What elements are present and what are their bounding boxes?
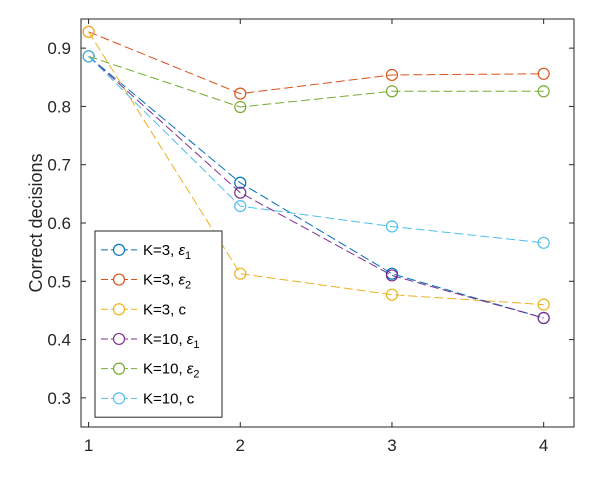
legend-label-symbol: ε — [187, 361, 194, 378]
y-tick-label: 0.8 — [47, 97, 71, 116]
legend-label-symbol: ε — [178, 242, 185, 259]
x-tick-label: 4 — [539, 436, 548, 455]
data-point — [537, 298, 550, 311]
legend-label-text: K=10, — [143, 361, 187, 378]
x-tick-label: 1 — [84, 436, 93, 455]
data-point — [385, 288, 399, 301]
legend-item: K=10, c — [101, 390, 195, 407]
legend-label-subscript: 1 — [193, 339, 199, 351]
y-tick-label: 0.4 — [47, 331, 71, 350]
y-tick-label: 0.5 — [47, 272, 71, 291]
legend-label-subscript: 2 — [185, 280, 191, 292]
x-tick-label: 3 — [387, 436, 396, 455]
legend-item: K=10, ε2 — [101, 361, 200, 381]
data-point — [537, 236, 550, 249]
series-6 — [82, 50, 550, 249]
data-point — [234, 87, 247, 100]
legend-item: K=3, ε2 — [101, 272, 191, 292]
x-tick-label: 2 — [236, 436, 245, 455]
legend-marker — [112, 273, 126, 286]
legend-label-symbol: ε — [178, 272, 185, 289]
legend-box — [94, 230, 223, 418]
data-point — [234, 176, 247, 189]
legend-item: K=3, ε1 — [101, 242, 191, 262]
y-axis-label: Correct decisions — [26, 153, 46, 292]
data-point — [82, 50, 95, 63]
data-point — [537, 67, 550, 80]
legend-item: K=3, c — [101, 301, 186, 318]
legend-label-symbol: ε — [187, 331, 194, 348]
data-point — [385, 85, 399, 98]
data-point — [537, 311, 550, 325]
legend-label: K=10, c — [143, 390, 195, 407]
x-axis-ticks: 1 2 3 4 — [84, 19, 548, 455]
legend-label-text: K=10, — [143, 331, 187, 348]
legend-label-text: K=3, c — [143, 301, 186, 318]
data-point — [385, 220, 399, 233]
legend-marker — [112, 243, 126, 256]
legend-label-subscript: 1 — [185, 250, 191, 262]
legend-label: K=3, ε1 — [143, 242, 191, 262]
legend-label: K=3, c — [143, 301, 186, 318]
legend-label-text: K=3, — [143, 242, 178, 259]
legend-label-text: K=10, c — [143, 390, 195, 407]
y-axis-ticks: 0.3 0.4 0.5 0.6 0.7 0.8 0.9 — [47, 39, 574, 408]
data-point — [385, 68, 399, 82]
y-tick-label: 0.3 — [47, 389, 71, 408]
legend-label-text: K=3, — [143, 272, 178, 289]
legend: K=3, ε1K=3, ε2K=3, cK=10, ε1K=10, ε2K=10… — [94, 230, 223, 418]
y-tick-label: 0.9 — [47, 39, 71, 58]
y-tick-label: 0.7 — [47, 156, 71, 175]
legend-label: K=3, ε2 — [143, 272, 191, 292]
legend-label: K=10, ε2 — [143, 361, 200, 381]
data-point — [537, 85, 550, 98]
series-3 — [82, 25, 550, 311]
series-line — [88, 31, 544, 306]
data-point — [234, 186, 247, 199]
legend-item: K=10, ε1 — [101, 331, 200, 351]
data-point — [234, 199, 247, 213]
legend-marker — [112, 362, 126, 375]
legend-marker — [112, 392, 126, 405]
legend-marker — [112, 303, 126, 316]
data-point — [385, 269, 399, 282]
series-line — [88, 31, 544, 95]
legend-label-subscript: 2 — [193, 369, 199, 381]
series-layer — [82, 25, 550, 325]
series-5 — [82, 50, 550, 114]
legend-marker — [112, 332, 126, 346]
data-point — [234, 100, 247, 114]
series-line — [88, 55, 544, 244]
y-tick-label: 0.6 — [47, 214, 71, 233]
data-point — [82, 25, 95, 38]
series-line — [88, 55, 544, 108]
data-point — [234, 267, 247, 280]
series-line — [88, 55, 544, 319]
legend-label: K=10, ε1 — [143, 331, 200, 351]
series-line — [88, 55, 544, 319]
